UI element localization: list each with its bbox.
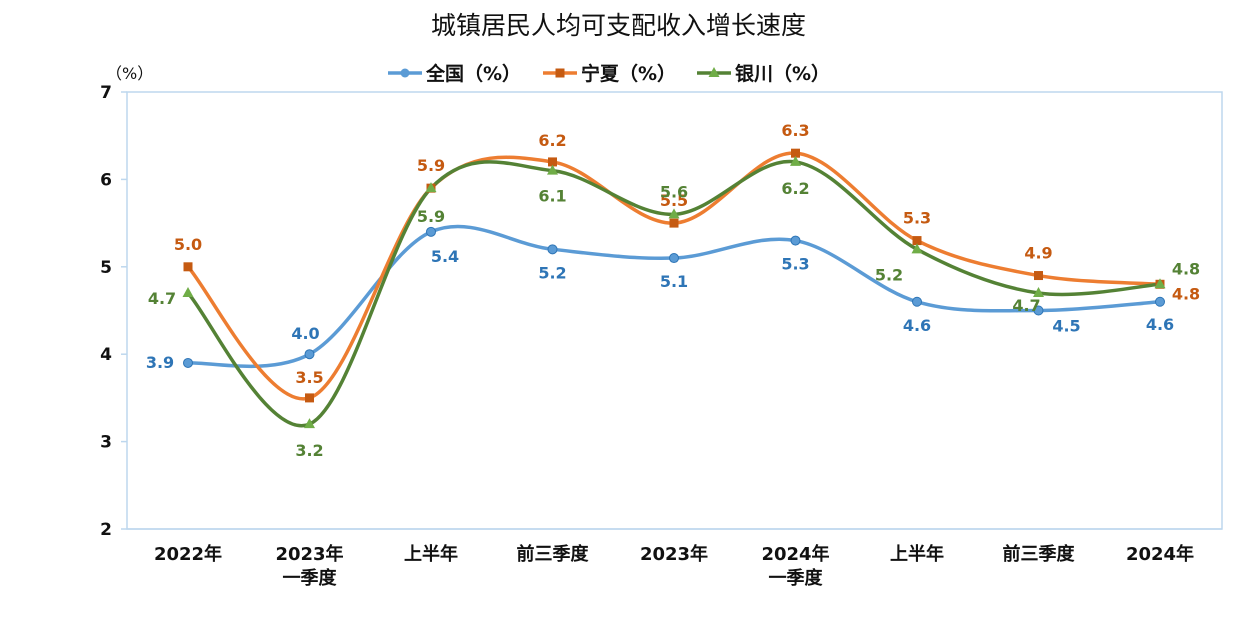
- legend: 全国（%） 宁夏（%） 银川（%）: [388, 62, 830, 85]
- series-markers: [182, 148, 1166, 429]
- legend-entry-label: 宁夏（%）: [581, 62, 676, 85]
- series-point-triangle: [911, 243, 923, 254]
- series-point-triangle: [790, 155, 801, 166]
- series-point-triangle: [1033, 287, 1044, 298]
- series-point-circle: [912, 296, 922, 307]
- series-point-triangle: [668, 208, 680, 219]
- series-point-triangle: [304, 418, 315, 429]
- series-point-square: [791, 148, 800, 158]
- data-labels: 3.9 4.0 5.4 5.2 5.1 5.3 4.6 4.5 4.6 5.0 3.5 5.9 6.2 5…: [146, 121, 1200, 460]
- data-label: 4.8: [1172, 284, 1200, 303]
- y-tick-label: 6: [100, 170, 112, 190]
- legend-marker: [400, 68, 410, 78]
- data-label: 4.6: [903, 316, 931, 335]
- y-tick-label: 2: [100, 520, 112, 540]
- series-point-triangle: [1154, 278, 1166, 289]
- y-tick-label: 5: [100, 258, 112, 278]
- legend-marker: [708, 67, 720, 77]
- y-axis-ticks: 2 3 4 5 6 7: [100, 83, 127, 540]
- series-point-triangle: [547, 164, 558, 175]
- series-point-circle: [1033, 305, 1044, 316]
- data-label: 4.0: [291, 324, 319, 343]
- data-label: 6.1: [538, 187, 566, 206]
- series-point-circle: [1155, 296, 1165, 307]
- x-tick-label: 2024年一季度: [761, 543, 829, 589]
- data-label: 5.3: [781, 255, 809, 274]
- legend-entry-label: 全国（%）: [425, 62, 521, 85]
- data-label: 5.6: [660, 182, 688, 201]
- data-label: 5.1: [660, 272, 688, 291]
- y-tick-label: 4: [100, 345, 112, 365]
- data-label: 4.8: [1172, 259, 1200, 278]
- series-point-square: [912, 236, 922, 246]
- series-line: [186, 159, 1162, 428]
- data-label: 6.3: [781, 121, 809, 140]
- series-point-circle: [304, 349, 315, 360]
- data-label: 5.9: [417, 207, 445, 226]
- y-tick-label: 3: [100, 433, 112, 453]
- series-point-square: [548, 157, 557, 167]
- series-point-triangle: [425, 182, 437, 193]
- data-label: 3.5: [295, 368, 323, 387]
- x-tick-label: 前三季度: [1003, 543, 1076, 565]
- series-point-circle: [790, 235, 801, 246]
- y-axis-unit-label: （%）: [106, 64, 154, 83]
- data-label: 4.5: [1052, 317, 1080, 336]
- series-point-circle: [183, 357, 193, 368]
- data-label: 5.3: [903, 209, 931, 228]
- data-label: 4.6: [1146, 315, 1174, 334]
- data-label: 5.5: [660, 191, 688, 210]
- data-label: 5.2: [538, 263, 566, 282]
- data-label: 5.2: [875, 265, 903, 284]
- series-point-square: [183, 262, 193, 272]
- data-label: 5.9: [417, 156, 445, 175]
- series-point-circle: [426, 226, 436, 237]
- y-tick-label: 7: [100, 83, 112, 103]
- series-point-square: [305, 393, 314, 403]
- data-label: 5.0: [174, 235, 202, 254]
- x-tick-label: 上半年: [404, 543, 458, 565]
- x-axis-ticks: 2022年 2023年一季度 上半年 前三季度 2023年 2024年一季度 上半年 前三季度…: [154, 543, 1194, 589]
- series-point-square: [669, 218, 679, 228]
- x-tick-label: 2023年一季度: [275, 543, 343, 589]
- x-tick-label: 前三季度: [517, 543, 590, 565]
- legend-marker: [555, 68, 565, 78]
- data-label: 6.2: [538, 131, 566, 150]
- series-point-triangle: [182, 287, 194, 298]
- data-label: 4.7: [148, 289, 176, 308]
- data-label: 4.7: [1012, 296, 1040, 315]
- data-label: 4.9: [1024, 244, 1052, 263]
- series-point-square: [1034, 271, 1043, 281]
- series-point-circle: [547, 244, 558, 255]
- series-point-circle: [669, 253, 679, 264]
- series-line: [186, 151, 1162, 401]
- x-tick-label: 2024年: [1126, 543, 1194, 565]
- data-label: 6.2: [781, 179, 809, 198]
- data-label: 3.2: [295, 441, 323, 460]
- x-tick-label: 2023年: [640, 543, 708, 565]
- chart-title: 城镇居民人均可支配收入增长速度: [430, 11, 806, 40]
- data-label: 5.4: [431, 247, 459, 266]
- x-tick-label: 2022年: [154, 543, 222, 565]
- x-tick-label: 上半年: [890, 543, 944, 565]
- data-label: 3.9: [146, 353, 174, 372]
- legend-entry-label: 银川（%）: [735, 62, 830, 85]
